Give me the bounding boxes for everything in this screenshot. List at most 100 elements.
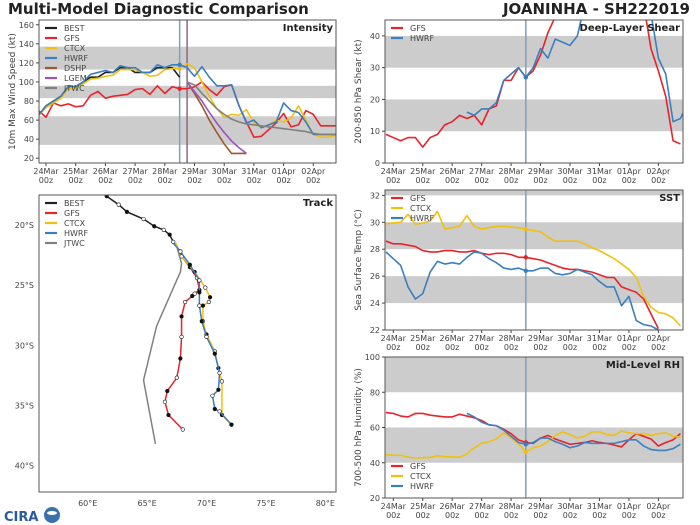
shear-plot-area xyxy=(385,20,683,163)
x-tick-label-date: 30Mar xyxy=(557,502,583,511)
series-line-jtwc xyxy=(186,81,336,136)
x-tick-label-date: 01Apr xyxy=(617,334,642,343)
y-tick-label: 35°S xyxy=(15,401,34,410)
x-tick-label-hour: 00z xyxy=(592,343,606,352)
x-tick-label-hour: 00z xyxy=(622,343,636,352)
x-tick-label-hour: 00z xyxy=(533,176,547,185)
plot-frame xyxy=(38,19,337,164)
init-marker-hwrf xyxy=(523,75,529,80)
track-line-jtwc xyxy=(142,246,183,445)
series-line-hwrf xyxy=(466,20,683,123)
x-tick-label-date: 24Mar xyxy=(381,502,407,511)
track-position-marker xyxy=(197,303,202,308)
legend-label-ctcx: CTCX xyxy=(410,472,432,481)
plot-frame xyxy=(384,356,684,499)
track-position-marker xyxy=(200,303,206,308)
track-position-marker xyxy=(197,278,202,283)
x-tick-label-hour: 00z xyxy=(39,176,53,185)
x-tick-label-hour: 00z xyxy=(504,176,518,185)
x-tick-label-hour: 00z xyxy=(622,511,636,520)
panels: 2040608010012014016024Mar00z25Mar00z26Ma… xyxy=(8,19,684,520)
x-tick-label-date: 31Mar xyxy=(587,167,613,176)
track-position-marker xyxy=(199,319,204,324)
init-marker-hwrf xyxy=(177,62,182,68)
track-position-marker xyxy=(187,262,192,267)
y-axis-label: 200-850 hPa Shear (kt) xyxy=(354,39,364,143)
series-line-gfs xyxy=(385,20,681,148)
track-position-marker xyxy=(212,351,217,356)
panel-title: SST xyxy=(659,193,680,204)
x-tick-label: 80°E xyxy=(316,499,335,508)
x-tick-label-hour: 00z xyxy=(445,511,459,520)
x-tick-label-date: 28Mar xyxy=(498,502,524,511)
x-tick-label-date: 02Apr xyxy=(301,167,326,176)
track-position-marker xyxy=(162,399,168,404)
series-line-lgem xyxy=(186,81,247,155)
y-tick-label: 10 xyxy=(370,127,380,136)
cira-logo: CIRA xyxy=(4,507,60,525)
x-tick-label-date: 31Mar xyxy=(241,167,267,176)
x-tick-label-hour: 00z xyxy=(563,511,577,520)
shaded-band xyxy=(385,190,683,196)
series-line-hwrf xyxy=(39,64,336,136)
init-marker-ctcx xyxy=(523,226,529,232)
track-position-marker xyxy=(217,409,222,414)
x-tick-label-date: 27Mar xyxy=(469,334,495,343)
y-tick-label: 40 xyxy=(24,135,34,144)
x-tick-label-date: 29Mar xyxy=(528,167,554,176)
legend-label-hwrf: HWRF xyxy=(410,482,434,491)
plot-frame xyxy=(38,194,337,493)
y-tick-label: 26 xyxy=(370,272,380,281)
x-tick-label-date: 27Mar xyxy=(469,502,495,511)
rh-panel: 2040608010024Mar00z25Mar00z26Mar00z27Mar… xyxy=(354,353,684,520)
x-tick-label-hour: 00z xyxy=(416,511,430,520)
x-tick-label-hour: 00z xyxy=(98,176,112,185)
legend-label-jtwc: JTWC xyxy=(63,239,85,248)
x-tick-label-hour: 00z xyxy=(69,176,83,185)
x-tick-label-hour: 00z xyxy=(445,343,459,352)
x-tick-label-hour: 00z xyxy=(563,343,577,352)
plot-frame xyxy=(384,189,684,331)
x-tick-label-hour: 00z xyxy=(474,511,488,520)
legend-label-ctcx: CTCX xyxy=(64,219,86,228)
track-position-marker xyxy=(104,195,109,199)
cira-cloud-icon xyxy=(47,511,57,515)
track-position-marker xyxy=(179,314,184,319)
shaded-band xyxy=(385,99,683,132)
x-tick-label-date: 26Mar xyxy=(440,167,466,176)
track-position-marker xyxy=(216,387,221,392)
x-tick-label-date: 25Mar xyxy=(410,334,436,343)
track-position-marker xyxy=(190,293,195,299)
init-marker-ctcx xyxy=(523,449,529,455)
x-tick-label-date: 28Mar xyxy=(152,167,178,176)
x-tick-label-date: 02Apr xyxy=(646,502,671,511)
y-tick-label: 40 xyxy=(370,459,380,468)
y-tick-label: 40 xyxy=(370,32,380,41)
x-tick-label-hour: 00z xyxy=(386,176,400,185)
x-tick-label-date: 24Mar xyxy=(33,167,59,176)
track-plot-area xyxy=(104,195,234,445)
x-tick-label-date: 30Mar xyxy=(557,334,583,343)
x-tick-label: 70°E xyxy=(197,499,216,508)
x-tick-label-hour: 00z xyxy=(247,176,261,185)
x-tick-label-date: 26Mar xyxy=(93,167,119,176)
y-axis-label: 10m Max Wind Speed (kt) xyxy=(8,33,18,150)
x-tick-label-hour: 00z xyxy=(386,511,400,520)
track-position-marker xyxy=(152,224,157,229)
init-marker-ctcx xyxy=(177,66,182,71)
legend-label-lgem: LGEM xyxy=(64,74,87,83)
x-tick-label-hour: 00z xyxy=(651,343,665,352)
y-tick-label: 32 xyxy=(370,191,380,200)
x-tick-label-hour: 00z xyxy=(651,511,665,520)
x-tick-label-hour: 00z xyxy=(504,511,518,520)
y-tick-label: 40°S xyxy=(15,462,34,471)
x-tick-label-date: 24Mar xyxy=(381,167,407,176)
shaded-band xyxy=(385,357,683,393)
track-position-marker xyxy=(166,412,171,418)
intensity-panel: 2040608010012014016024Mar00z25Mar00z26Ma… xyxy=(8,19,337,185)
series-line-ctcx xyxy=(39,63,336,139)
x-tick-label-date: 25Mar xyxy=(410,502,436,511)
panel-title: Deep-Layer Shear xyxy=(580,23,681,34)
track-position-marker xyxy=(229,422,234,427)
x-tick-label-date: 27Mar xyxy=(469,167,495,176)
